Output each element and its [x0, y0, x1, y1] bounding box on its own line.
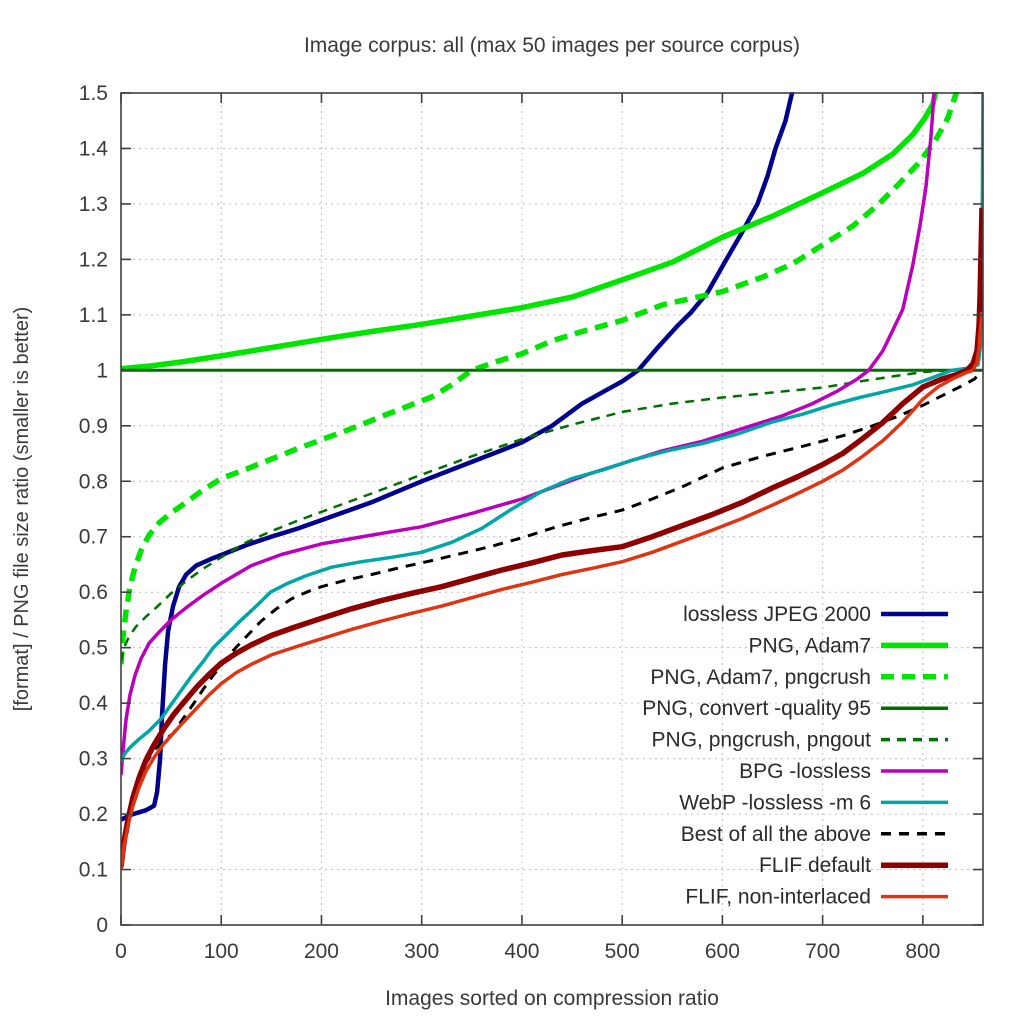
y-tick-label: 0.1	[79, 859, 108, 882]
series-lossless-jpeg-2000	[121, 92, 795, 822]
y-tick-label: 1	[96, 359, 108, 382]
chart-title: Image corpus: all (max 50 images per sou…	[304, 34, 800, 57]
series-webp-lossless-m-6	[121, 92, 983, 763]
legend: lossless JPEG 2000 PNG, Adam7 PNG, Adam7, …	[642, 603, 948, 909]
legend-item: PNG, Adam7, pngcrush	[650, 666, 948, 689]
x-tick-label: 700	[805, 940, 840, 963]
y-tick-label: 0.9	[79, 415, 108, 438]
legend-item: BPG -lossless	[739, 760, 948, 783]
y-tick-label: 0.8	[79, 470, 108, 493]
legend-item: PNG, Adam7	[748, 634, 948, 657]
y-tick-label: 0.7	[79, 526, 108, 549]
legend-item: FLIF, non-interlaced	[685, 886, 948, 909]
x-tick-label: 300	[404, 940, 439, 963]
legend-label: PNG, Adam7	[748, 634, 871, 657]
legend-label: FLIF, non-interlaced	[685, 886, 871, 909]
legend-label: PNG, Adam7, pngcrush	[650, 666, 871, 689]
series-png-pngcrush-pngout	[121, 369, 983, 662]
legend-item: WebP -lossless -m 6	[679, 791, 948, 814]
x-tick-label: 600	[705, 940, 740, 963]
legend-item: PNG, convert -quality 95	[642, 697, 948, 720]
legend-label: PNG, convert -quality 95	[642, 697, 871, 720]
plot-border	[120, 92, 984, 926]
legend-label: PNG, pngcrush, pngout	[652, 729, 872, 752]
y-tick-label: 1.3	[79, 193, 108, 216]
series-best-of-all-the-above	[121, 370, 982, 870]
y-tick-label: 1.2	[79, 248, 108, 271]
x-tick-label: 800	[905, 940, 940, 963]
axes: 0 100 200 300 400 500 600 700 800 0 0.1 0.2 0.3 0.4 0.…	[79, 82, 984, 963]
y-tick-label: 0.5	[79, 637, 108, 660]
y-tick-label: 1.5	[79, 82, 108, 105]
y-axis-label: [format] / PNG file size ratio (smaller …	[11, 307, 33, 712]
y-tick-label: 0.2	[79, 803, 108, 826]
x-tick-label: 100	[204, 940, 239, 963]
data-series	[121, 92, 983, 870]
legend-item: FLIF default	[759, 854, 948, 877]
legend-label: FLIF default	[759, 854, 871, 877]
series-png-adam7-pngcrush	[121, 92, 960, 665]
x-tick-label: 500	[605, 940, 640, 963]
x-tick-label: 200	[304, 940, 339, 963]
series-png-adam7	[121, 92, 939, 372]
y-tick-label: 1.4	[79, 137, 109, 160]
y-tick-label: 0.4	[79, 692, 109, 715]
y-tick-label: 0.3	[79, 748, 108, 771]
x-axis-label: Images sorted on compression ratio	[385, 987, 719, 1010]
legend-label: Best of all the above	[681, 823, 871, 846]
legend-item: lossless JPEG 2000	[683, 603, 948, 626]
x-tick-label: 400	[504, 940, 539, 963]
legend-label: WebP -lossless -m 6	[679, 791, 871, 814]
x-tick-label: 0	[115, 940, 127, 963]
legend-item: PNG, pngcrush, pngout	[652, 729, 948, 752]
series-flif-default	[121, 207, 983, 868]
legend-item: Best of all the above	[681, 823, 948, 846]
legend-label: BPG -lossless	[739, 760, 871, 783]
legend-label: lossless JPEG 2000	[683, 603, 871, 626]
y-tick-label: 1.1	[79, 304, 108, 327]
y-tick-label: 0	[96, 914, 108, 937]
y-tick-label: 0.6	[79, 581, 108, 604]
series-flif-non-interlaced	[121, 311, 983, 870]
